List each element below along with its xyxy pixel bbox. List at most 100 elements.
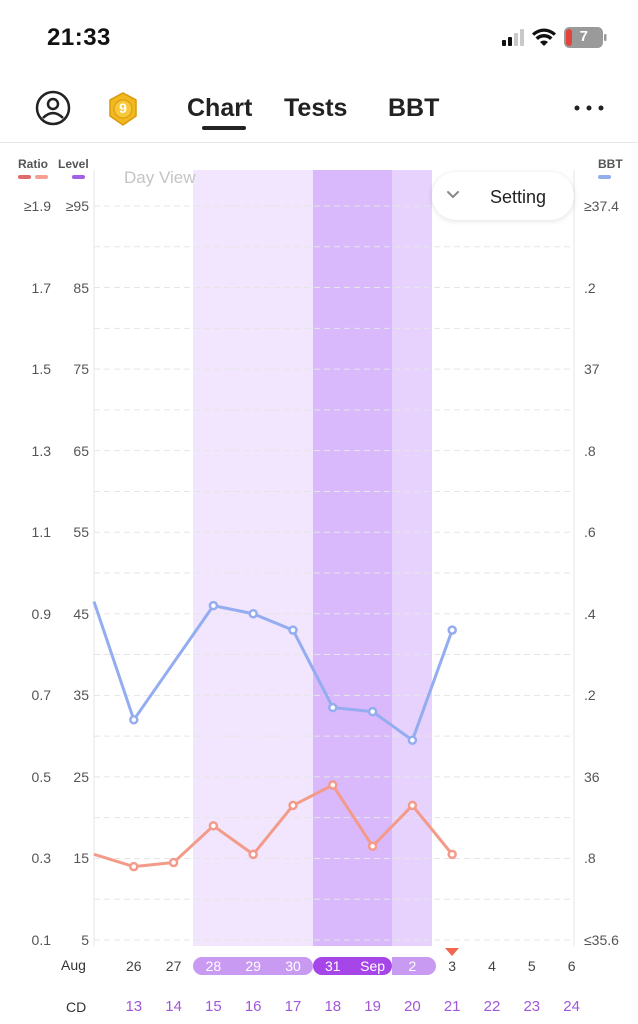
date-label[interactable]: 30 bbox=[285, 958, 301, 974]
level-tick: 85 bbox=[73, 279, 89, 296]
status-icons bbox=[502, 27, 607, 48]
bbt-data-point bbox=[288, 625, 298, 635]
level-chip bbox=[72, 175, 85, 179]
ratio-data-point bbox=[447, 849, 457, 860]
cycle-day-label: 14 bbox=[165, 998, 182, 1015]
bbt-data-point bbox=[129, 715, 139, 725]
bbt-data-point bbox=[447, 625, 457, 635]
ratio-tick: 1.3 bbox=[31, 442, 51, 459]
bbt-data-point bbox=[407, 735, 418, 745]
date-label[interactable]: 5 bbox=[527, 958, 536, 974]
level-tick: 55 bbox=[73, 524, 89, 541]
cycle-day-label: 22 bbox=[483, 998, 501, 1015]
ratio-tick: 0.7 bbox=[31, 687, 51, 704]
date-label[interactable]: 26 bbox=[126, 958, 142, 974]
signal-icon bbox=[502, 29, 524, 46]
cycle-day-label: 23 bbox=[523, 998, 541, 1015]
level-tick: ≥95 bbox=[65, 198, 89, 214]
period-pill-dark bbox=[313, 957, 392, 975]
day-view-label: Day View bbox=[124, 168, 196, 187]
chevron-down-icon bbox=[447, 191, 459, 199]
date-label[interactable]: 31 bbox=[325, 958, 341, 974]
ratio-data-point bbox=[367, 841, 378, 851]
cycle-day-label: 16 bbox=[244, 998, 262, 1015]
ratio-tick: 1.7 bbox=[31, 279, 51, 296]
more-icon[interactable] bbox=[573, 104, 605, 112]
period-band-mid bbox=[392, 170, 432, 946]
bbt-tick: 37 bbox=[584, 361, 600, 378]
date-label[interactable]: 4 bbox=[488, 958, 496, 974]
legend-bbt: BBT bbox=[598, 157, 623, 171]
period-pill-end bbox=[392, 957, 436, 975]
date-label[interactable]: 3 bbox=[448, 958, 457, 974]
ratio-tick: 0.1 bbox=[31, 932, 51, 948]
level-tick: 25 bbox=[73, 768, 89, 785]
medal-icon bbox=[109, 92, 137, 126]
level-tick: 15 bbox=[73, 850, 89, 867]
ratio-series-line bbox=[93, 783, 454, 869]
status-bar: 21:33 7 bbox=[0, 0, 638, 70]
profile-icon[interactable] bbox=[35, 90, 71, 126]
setting-button[interactable]: Setting bbox=[432, 172, 574, 220]
legend-ratio: Ratio bbox=[18, 157, 48, 171]
bbt-tick: .8 bbox=[584, 442, 596, 459]
ratio-data-point bbox=[208, 821, 219, 831]
date-label[interactable]: 28 bbox=[205, 958, 222, 974]
bbt-tick: ≥37.4 bbox=[584, 198, 619, 214]
ratio-tick: 0.5 bbox=[31, 768, 51, 785]
date-label[interactable]: 2 bbox=[408, 958, 417, 974]
badge-number: 9 bbox=[119, 100, 127, 116]
cycle-day-label: 19 bbox=[364, 998, 381, 1015]
cycle-day-label: 24 bbox=[563, 998, 580, 1015]
level-tick: 5 bbox=[81, 932, 89, 948]
period-pill-light bbox=[193, 957, 313, 975]
cd-label: CD bbox=[66, 999, 87, 1015]
bbt-tick: .6 bbox=[584, 524, 596, 541]
ratio-chip-light bbox=[35, 175, 48, 179]
cycle-day-label: 17 bbox=[284, 998, 302, 1015]
ratio-tick: 1.1 bbox=[31, 524, 51, 541]
wifi-icon bbox=[532, 28, 556, 46]
battery-level: 7 bbox=[579, 28, 588, 45]
bbt-tick: .2 bbox=[584, 687, 596, 704]
cycle-day-label: 21 bbox=[443, 998, 461, 1015]
level-tick: 45 bbox=[73, 605, 89, 622]
date-label[interactable]: 27 bbox=[165, 958, 182, 974]
bbt-tick: ≤35.6 bbox=[584, 932, 619, 948]
ratio-data-point bbox=[248, 849, 258, 860]
bbt-tick: .4 bbox=[584, 605, 596, 622]
active-tab-indicator bbox=[202, 126, 246, 130]
ratio-data-point bbox=[288, 800, 298, 811]
ratio-tick: 0.3 bbox=[31, 850, 51, 867]
tab-tests[interactable]: Tests bbox=[284, 94, 348, 122]
date-label[interactable]: Sep bbox=[360, 958, 386, 974]
date-label[interactable]: 29 bbox=[245, 958, 261, 974]
cycle-day-label: 15 bbox=[205, 998, 222, 1015]
level-tick: 35 bbox=[73, 687, 89, 704]
top-nav: 9 Chart Tests BBT bbox=[0, 70, 638, 143]
setting-label: Setting bbox=[490, 187, 547, 207]
cycle-day-label: 18 bbox=[324, 998, 342, 1015]
bbt-tick: 36 bbox=[584, 768, 600, 785]
bbt-chip bbox=[598, 175, 611, 179]
battery-icon bbox=[564, 27, 607, 48]
bbt-tick: .8 bbox=[584, 850, 596, 867]
today-marker-icon bbox=[445, 948, 459, 956]
tab-chart[interactable]: Chart bbox=[187, 94, 253, 122]
level-badge[interactable]: 9 bbox=[106, 92, 140, 126]
period-band-light bbox=[193, 170, 313, 946]
bbt-data-point bbox=[208, 600, 219, 611]
level-tick: 65 bbox=[73, 442, 89, 459]
bbt-data-point bbox=[367, 706, 378, 717]
date-label[interactable]: 6 bbox=[567, 958, 576, 974]
ratio-tick: 1.5 bbox=[31, 361, 51, 378]
ratio-chip-dark bbox=[18, 175, 31, 179]
status-time: 21:33 bbox=[47, 24, 111, 51]
level-tick: 75 bbox=[73, 361, 89, 378]
ratio-data-point bbox=[328, 780, 338, 790]
ratio-data-point bbox=[168, 857, 179, 868]
tab-bbt[interactable]: BBT bbox=[388, 94, 440, 122]
ratio-data-point bbox=[407, 800, 418, 811]
period-band-dark bbox=[313, 170, 392, 946]
